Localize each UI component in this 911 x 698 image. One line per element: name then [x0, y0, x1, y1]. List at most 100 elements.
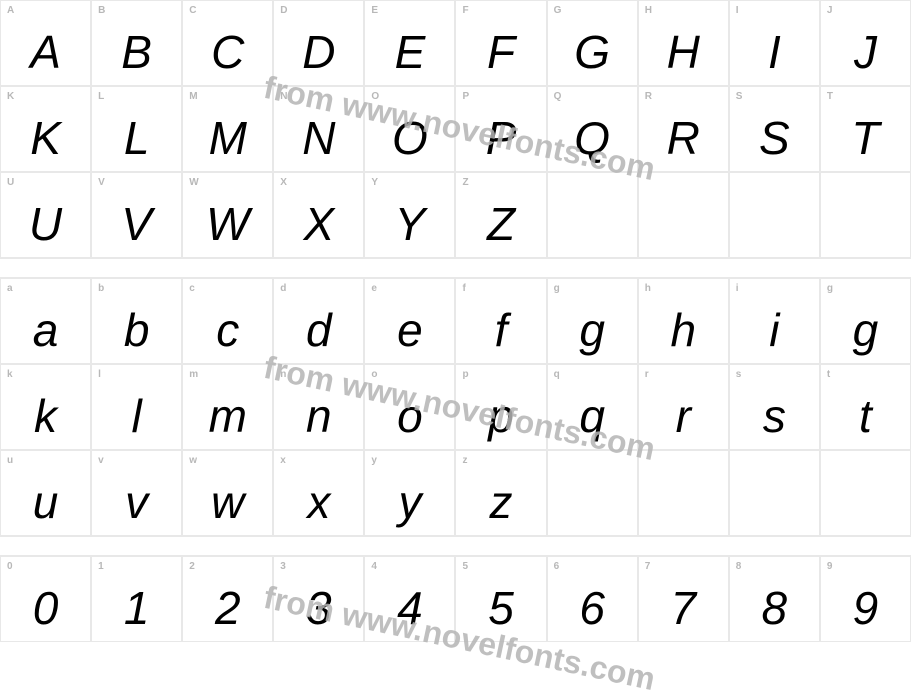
cell-glyph: 2 — [183, 581, 272, 635]
glyph-cell: 99 — [820, 556, 911, 642]
glyph-cell: LL — [91, 86, 182, 172]
glyph-cell: UU — [0, 172, 91, 258]
cell-glyph: t — [821, 389, 910, 443]
cell-glyph: g — [821, 303, 910, 357]
cell-glyph: C — [183, 25, 272, 79]
glyph-cell — [547, 172, 638, 258]
cell-label: H — [645, 5, 652, 16]
glyph-cell: vv — [91, 450, 182, 536]
glyph-cell: GG — [547, 0, 638, 86]
cell-label: e — [371, 283, 377, 294]
spacer-cell — [273, 258, 364, 278]
cell-label: Q — [554, 91, 562, 102]
cell-label: m — [189, 369, 198, 380]
cell-label: U — [7, 177, 14, 188]
cell-glyph: S — [730, 111, 819, 165]
spacer-cell — [91, 536, 182, 556]
cell-label: s — [736, 369, 742, 380]
spacer-cell — [364, 536, 455, 556]
glyph-cell: aa — [0, 278, 91, 364]
cell-glyph: x — [274, 475, 363, 529]
glyph-cell: 55 — [455, 556, 546, 642]
cell-label: q — [554, 369, 560, 380]
spacer-cell — [729, 536, 820, 556]
cell-glyph: c — [183, 303, 272, 357]
cell-label: O — [371, 91, 379, 102]
cell-label: B — [98, 5, 105, 16]
cell-glyph: p — [456, 389, 545, 443]
cell-glyph: P — [456, 111, 545, 165]
cell-glyph: F — [456, 25, 545, 79]
cell-glyph: 8 — [730, 581, 819, 635]
cell-glyph: A — [1, 25, 90, 79]
glyph-cell: ll — [91, 364, 182, 450]
glyph-cell: cc — [182, 278, 273, 364]
cell-label: t — [827, 369, 830, 380]
cell-label: c — [189, 283, 195, 294]
cell-glyph: 0 — [1, 581, 90, 635]
cell-label: a — [7, 283, 13, 294]
glyph-cell: YY — [364, 172, 455, 258]
cell-label: 7 — [645, 561, 651, 572]
glyph-cell: WW — [182, 172, 273, 258]
cell-glyph: M — [183, 111, 272, 165]
glyph-cell: II — [729, 0, 820, 86]
cell-glyph: s — [730, 389, 819, 443]
cell-glyph: b — [92, 303, 181, 357]
cell-glyph: 6 — [548, 581, 637, 635]
glyph-grid: AABBCCDDEEFFGGHHIIJJKKLLMMNNOOPPQQRRSSTT… — [0, 0, 911, 642]
glyph-cell: 22 — [182, 556, 273, 642]
cell-glyph: Z — [456, 197, 545, 251]
glyph-cell: RR — [638, 86, 729, 172]
cell-glyph: O — [365, 111, 454, 165]
cell-label: f — [462, 283, 465, 294]
glyph-cell: 00 — [0, 556, 91, 642]
cell-label: o — [371, 369, 377, 380]
glyph-cell — [729, 172, 820, 258]
glyph-cell: AA — [0, 0, 91, 86]
glyph-cell: 88 — [729, 556, 820, 642]
glyph-cell: tt — [820, 364, 911, 450]
cell-glyph: o — [365, 389, 454, 443]
cell-label: x — [280, 455, 286, 466]
cell-label: u — [7, 455, 13, 466]
cell-glyph: T — [821, 111, 910, 165]
cell-label: b — [98, 283, 104, 294]
cell-glyph: K — [1, 111, 90, 165]
glyph-cell — [547, 450, 638, 536]
glyph-cell — [638, 450, 729, 536]
cell-label: Z — [462, 177, 468, 188]
cell-label: w — [189, 455, 197, 466]
glyph-cell: HH — [638, 0, 729, 86]
spacer-cell — [182, 536, 273, 556]
glyph-cell: dd — [273, 278, 364, 364]
cell-label: S — [736, 91, 743, 102]
glyph-cell: JJ — [820, 0, 911, 86]
cell-glyph: Q — [548, 111, 637, 165]
cell-label: i — [736, 283, 739, 294]
cell-label: P — [462, 91, 469, 102]
cell-glyph: N — [274, 111, 363, 165]
glyph-cell: rr — [638, 364, 729, 450]
glyph-cell: xx — [273, 450, 364, 536]
glyph-cell: OO — [364, 86, 455, 172]
cell-glyph: q — [548, 389, 637, 443]
cell-glyph: r — [639, 389, 728, 443]
cell-glyph: W — [183, 197, 272, 251]
cell-label: d — [280, 283, 286, 294]
cell-label: F — [462, 5, 468, 16]
cell-glyph: d — [274, 303, 363, 357]
cell-label: h — [645, 283, 651, 294]
cell-label: 9 — [827, 561, 833, 572]
glyph-cell: ww — [182, 450, 273, 536]
glyph-cell: 77 — [638, 556, 729, 642]
cell-glyph: g — [548, 303, 637, 357]
glyph-cell: ii — [729, 278, 820, 364]
cell-label: v — [98, 455, 104, 466]
cell-label: 3 — [280, 561, 286, 572]
cell-glyph: V — [92, 197, 181, 251]
cell-glyph: i — [730, 303, 819, 357]
cell-glyph: z — [456, 475, 545, 529]
glyph-cell — [638, 172, 729, 258]
spacer-cell — [0, 536, 91, 556]
